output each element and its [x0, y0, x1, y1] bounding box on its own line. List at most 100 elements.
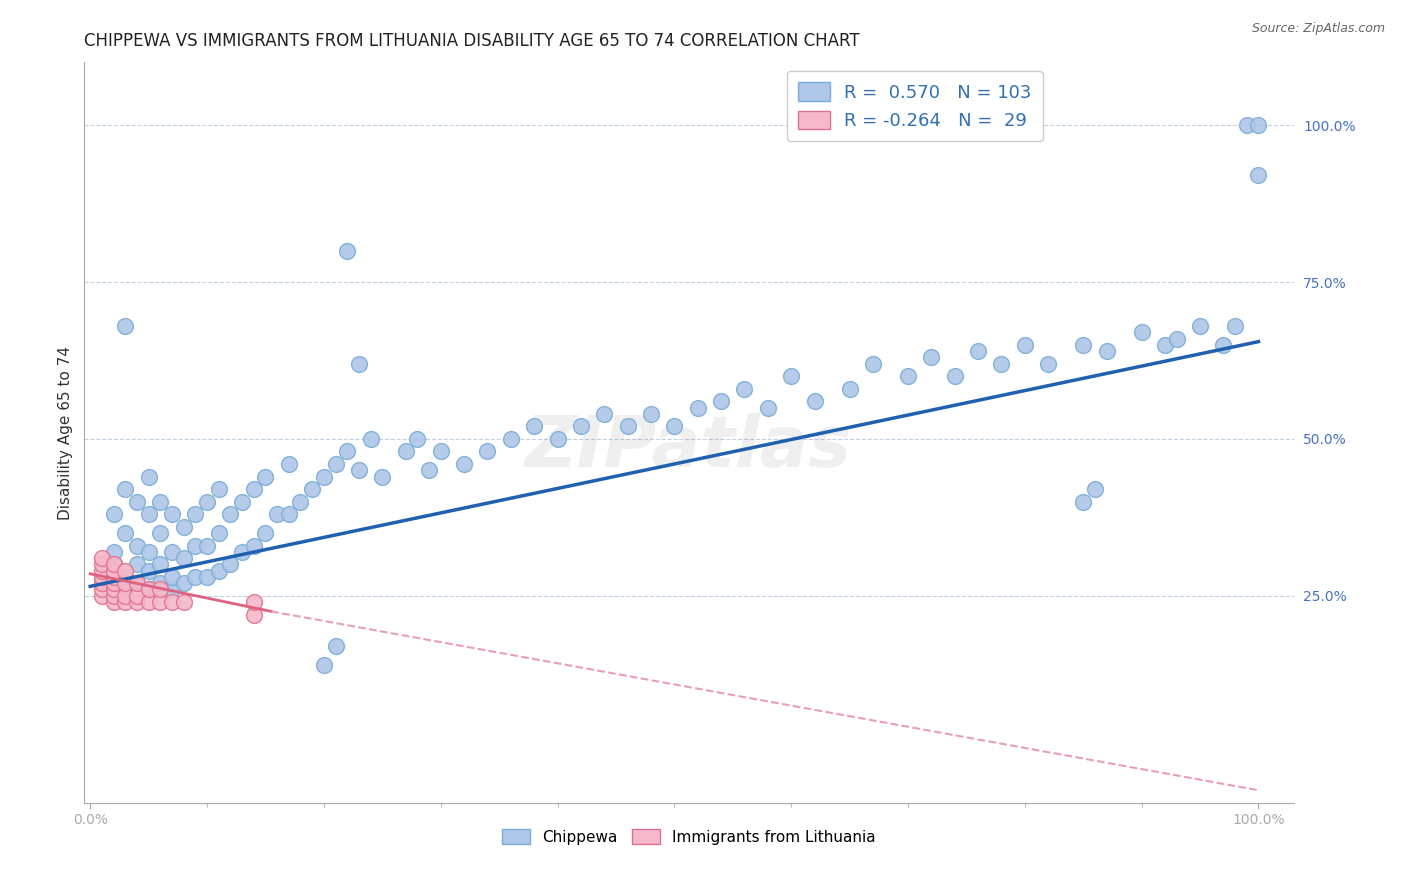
Point [90, 564, 112, 578]
Point [138, 582, 160, 597]
Point [125, 589, 148, 603]
Point [266, 507, 288, 521]
Point [90, 582, 112, 597]
Point [1247, 118, 1270, 132]
Text: ZIPatlas: ZIPatlas [526, 413, 852, 482]
Point [569, 419, 592, 434]
Point [103, 558, 125, 572]
Point [138, 595, 160, 609]
Point [429, 444, 451, 458]
Point [103, 570, 125, 584]
Point [347, 357, 370, 371]
Point [125, 595, 148, 609]
Point [114, 595, 136, 609]
Point [149, 494, 172, 508]
Point [103, 576, 125, 591]
Point [90, 551, 112, 566]
Point [1166, 331, 1188, 345]
Point [114, 589, 136, 603]
Point [184, 539, 207, 553]
Point [173, 576, 195, 591]
Point [90, 570, 112, 584]
Point [1084, 482, 1107, 496]
Point [125, 576, 148, 591]
Point [1189, 318, 1212, 333]
Text: CHIPPEWA VS IMMIGRANTS FROM LITHUANIA DISABILITY AGE 65 TO 74 CORRELATION CHART: CHIPPEWA VS IMMIGRANTS FROM LITHUANIA DI… [84, 32, 860, 50]
Point [90, 576, 112, 591]
Point [184, 570, 207, 584]
Point [242, 482, 264, 496]
Point [312, 657, 335, 672]
Point [277, 507, 299, 521]
Point [290, 494, 312, 508]
Point [477, 444, 499, 458]
Point [277, 457, 299, 471]
Point [943, 369, 966, 384]
Point [103, 564, 125, 578]
Point [780, 369, 803, 384]
Point [125, 494, 148, 508]
Point [1038, 357, 1060, 371]
Point [347, 463, 370, 477]
Point [406, 432, 429, 446]
Point [149, 576, 172, 591]
Point [231, 545, 253, 559]
Point [219, 558, 242, 572]
Point [418, 463, 440, 477]
Point [114, 570, 136, 584]
Point [803, 394, 825, 409]
Text: Source: ZipAtlas.com: Source: ZipAtlas.com [1251, 22, 1385, 36]
Point [242, 607, 264, 622]
Point [1095, 344, 1118, 359]
Point [160, 507, 183, 521]
Point [593, 407, 616, 421]
Point [1154, 338, 1177, 352]
Point [756, 401, 779, 415]
Point [114, 526, 136, 541]
Point [184, 507, 207, 521]
Point [114, 482, 136, 496]
Point [360, 432, 382, 446]
Point [664, 419, 686, 434]
Point [208, 482, 231, 496]
Point [103, 545, 125, 559]
Point [195, 570, 218, 584]
Point [160, 570, 183, 584]
Legend: Chippewa, Immigrants from Lithuania: Chippewa, Immigrants from Lithuania [496, 822, 882, 851]
Point [1236, 118, 1258, 132]
Point [173, 520, 195, 534]
Point [219, 507, 242, 521]
Point [125, 576, 148, 591]
Point [103, 507, 125, 521]
Point [499, 432, 522, 446]
Point [90, 589, 112, 603]
Point [138, 564, 160, 578]
Point [325, 639, 347, 653]
Point [138, 507, 160, 521]
Point [208, 526, 231, 541]
Point [640, 407, 662, 421]
Point [395, 444, 418, 458]
Point [336, 244, 359, 258]
Point [920, 351, 942, 365]
Point [160, 582, 183, 597]
Point [1014, 338, 1036, 352]
Point [523, 419, 546, 434]
Point [138, 582, 160, 597]
Point [897, 369, 920, 384]
Point [453, 457, 475, 471]
Point [149, 526, 172, 541]
Point [242, 595, 264, 609]
Point [208, 564, 231, 578]
Point [710, 394, 733, 409]
Point [160, 595, 183, 609]
Point [1212, 338, 1234, 352]
Point [173, 595, 195, 609]
Point [138, 545, 160, 559]
Point [114, 576, 136, 591]
Point [547, 432, 569, 446]
Point [336, 444, 359, 458]
Point [686, 401, 709, 415]
Point [254, 469, 277, 483]
Y-axis label: Disability Age 65 to 74: Disability Age 65 to 74 [58, 345, 73, 520]
